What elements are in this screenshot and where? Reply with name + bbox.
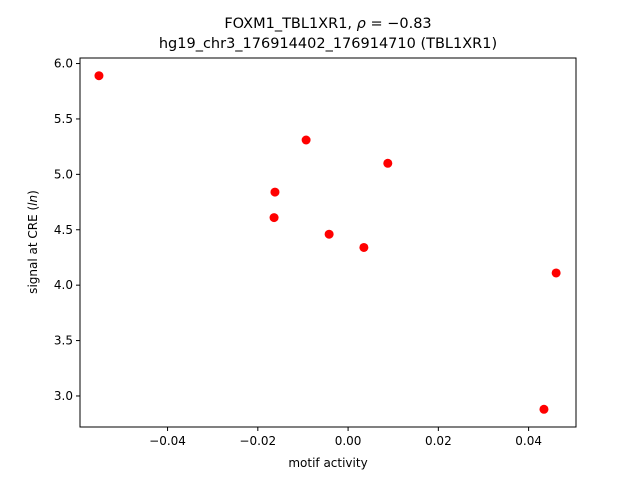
y-axis-label-prefix: signal at CRE ( [26, 206, 40, 294]
y-axis-label-italic: ln [26, 195, 40, 206]
chart-title-line1: FOXM1_TBL1XR1, ρ = −0.83 [224, 16, 431, 32]
data-point-3 [383, 158, 393, 168]
x-tick-label: 0.04 [515, 434, 542, 448]
data-point-9 [539, 404, 549, 414]
plot-frame [79, 57, 577, 428]
y-tick-label: 5.0 [54, 167, 73, 181]
y-tick-label: 4.0 [54, 278, 73, 292]
title-prefix: FOXM1_TBL1XR1, [224, 16, 356, 32]
data-point-7 [359, 242, 369, 252]
chart-title: FOXM1_TBL1XR1, ρ = −0.83 hg19_chr3_17691… [159, 16, 497, 52]
title-rho-value: = −0.83 [366, 16, 432, 32]
data-point-6 [324, 229, 334, 239]
x-tick-label: −0.04 [149, 434, 186, 448]
y-tick-label: 6.0 [54, 57, 73, 71]
data-point-1 [94, 71, 104, 81]
x-axis-ticks: −0.04 −0.02 0.00 0.02 0.04 [149, 427, 542, 448]
y-axis-label: signal at CRE (ln) [26, 190, 40, 294]
title-rho-symbol: ρ [357, 16, 367, 32]
data-point-8 [551, 268, 561, 278]
chart-title-line2: hg19_chr3_176914402_176914710 (TBL1XR1) [159, 36, 497, 52]
x-tick-label: 0.00 [335, 434, 362, 448]
y-axis-ticks: 3.0 3.5 4.0 4.5 5.0 5.5 6.0 [54, 57, 80, 403]
plot-area [94, 71, 561, 414]
x-tick-label: 0.02 [425, 434, 452, 448]
x-axis-label: motif activity [288, 456, 367, 470]
y-tick-label: 3.5 [54, 334, 73, 348]
data-point-4 [270, 187, 280, 197]
y-tick-label: 3.0 [54, 389, 73, 403]
y-tick-label: 5.5 [54, 112, 73, 126]
x-tick-label: −0.02 [239, 434, 276, 448]
data-point-2 [301, 135, 311, 145]
data-point-5 [269, 213, 279, 223]
y-tick-label: 4.5 [54, 223, 73, 237]
y-axis-label-suffix: ) [26, 190, 40, 195]
